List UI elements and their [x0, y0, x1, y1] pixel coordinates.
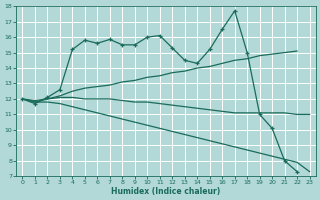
X-axis label: Humidex (Indice chaleur): Humidex (Indice chaleur) — [111, 187, 221, 196]
